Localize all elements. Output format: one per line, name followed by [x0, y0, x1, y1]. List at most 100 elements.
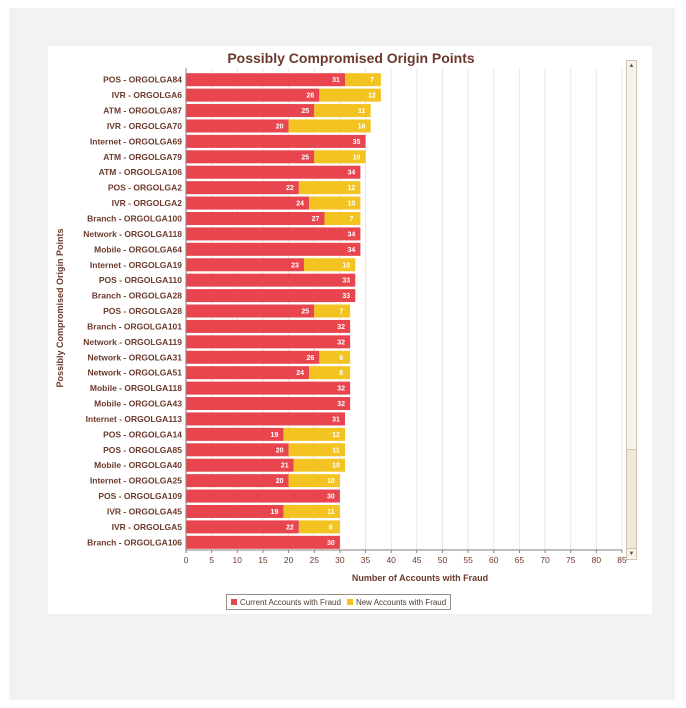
bar-new: [298, 520, 340, 534]
bar-current: [186, 489, 340, 503]
x-tick-label: 5: [209, 555, 214, 565]
category-label: Network - ORGOLGA119: [83, 337, 182, 347]
bar-value-new: 10: [348, 201, 356, 208]
bar-value-current: 22: [286, 185, 294, 192]
bar-current: [186, 504, 284, 518]
bar-value-current: 25: [301, 154, 309, 161]
x-tick-labels: 0 5 10 15 20 25 30 35 40 45 50 55 60 65 70 75 80 85: [184, 550, 627, 565]
x-axis-title: Number of Accounts with Fraud: [352, 573, 488, 583]
bar-current: [186, 366, 310, 380]
bar-value-current: 30: [327, 540, 335, 547]
bar-value-new: 10: [332, 463, 340, 470]
bar-value-current: 32: [337, 339, 345, 346]
bar-current: [186, 273, 356, 287]
category-label: Mobile - ORGOLGA118: [90, 383, 182, 393]
category-label: Network - ORGOLGA31: [88, 352, 183, 362]
legend-swatch-new: [346, 599, 353, 605]
bar-value-current: 25: [301, 309, 309, 316]
bar-current: [186, 227, 361, 241]
chart-scrollbar[interactable]: ▲ ▼: [626, 60, 637, 560]
bar-new: [283, 427, 346, 441]
bar-value-new: 7: [339, 309, 343, 316]
category-label: IVR - ORGOLGA70: [107, 121, 182, 131]
scroll-down-button[interactable]: ▼: [627, 548, 636, 559]
bar-value-new: 12: [332, 432, 340, 439]
category-label: Branch - ORGOLGA101: [87, 321, 182, 331]
chart-title: Possibly Compromised Origin Points: [227, 50, 475, 66]
x-tick-label: 25: [310, 555, 320, 565]
bar-new: [309, 196, 361, 210]
bar-current: [186, 427, 284, 441]
bar-value-current: 33: [342, 293, 350, 300]
bar-value-current: 24: [296, 370, 304, 377]
category-label: Branch - ORGOLGA28: [92, 291, 182, 301]
bar-value-current: 20: [276, 123, 284, 130]
category-label: Network - ORGOLGA51: [88, 368, 183, 378]
bar-value-current: 20: [276, 447, 284, 454]
bar-value-new: 6: [339, 355, 343, 362]
category-label: Internet - ORGOLGA113: [86, 414, 183, 424]
x-tick-label: 45: [412, 555, 422, 565]
x-tick-label: 10: [233, 555, 243, 565]
category-label: Branch - ORGOLGA106: [87, 537, 182, 547]
bar-value-new: 16: [358, 123, 366, 130]
legend-swatch-current: [231, 599, 237, 605]
category-label: POS - ORGOLGA14: [103, 429, 182, 439]
category-label: Internet - ORGOLGA19: [90, 260, 182, 270]
category-label: IVR - ORGOLGA5: [112, 522, 183, 532]
bar-value-new: 11: [327, 509, 335, 516]
legend-item-current: Current Accounts with Fraud: [231, 598, 341, 607]
bar-value-current: 31: [332, 416, 340, 423]
bar-value-current: 32: [337, 324, 345, 331]
bar-value-current: 35: [353, 139, 361, 146]
category-label: IVR - ORGOLGA6: [112, 90, 183, 100]
bar-value-new: 11: [358, 108, 366, 115]
bar-current: [186, 258, 304, 272]
x-tick-label: 50: [438, 555, 448, 565]
bar-current: [186, 397, 351, 411]
bar-new: [288, 119, 371, 133]
bar-current: [186, 319, 351, 333]
bars: 31 7 26 12 25 11 20 16 35 25 10 34 22 12 24 10 27 7 34 34 23…: [186, 73, 381, 549]
bar-value-current: 27: [312, 216, 320, 223]
bar-current: [186, 104, 315, 118]
bar-current: [186, 242, 361, 256]
bar-new: [314, 150, 366, 164]
x-tick-label: 40: [386, 555, 396, 565]
bar-value-new: 7: [349, 216, 353, 223]
bar-new: [314, 304, 351, 318]
x-tick-label: 30: [335, 555, 345, 565]
bar-current: [186, 150, 315, 164]
bar-value-current: 26: [306, 355, 314, 362]
scroll-thumb[interactable]: [627, 71, 636, 450]
category-label: ATM - ORGOLGA106: [99, 167, 183, 177]
bar-current: [186, 335, 351, 349]
category-label: IVR - ORGOLGA2: [112, 198, 183, 208]
bar-new: [345, 73, 381, 87]
bar-new: [293, 458, 346, 472]
bar-value-new: 8: [329, 524, 333, 531]
bar-value-new: 10: [342, 262, 350, 269]
x-tick-label: 55: [463, 555, 473, 565]
category-label: IVR - ORGOLGA45: [107, 506, 182, 516]
bar-value-current: 30: [327, 494, 335, 501]
bar-current: [186, 181, 299, 195]
bar-value-current: 26: [306, 93, 314, 100]
bar-value-current: 22: [286, 524, 294, 531]
category-label: Mobile - ORGOLGA64: [94, 244, 182, 254]
bar-new: [298, 181, 361, 195]
bar-value-new: 7: [370, 77, 374, 84]
bar-new: [319, 350, 351, 364]
bar-current: [186, 304, 315, 318]
bar-current: [186, 474, 289, 488]
up-arrow-icon: ▲: [628, 63, 635, 69]
chart-legend: Current Accounts with Fraud New Accounts…: [226, 594, 452, 610]
bar-new: [309, 366, 351, 380]
x-tick-label: 20: [284, 555, 294, 565]
bar-current: [186, 73, 346, 87]
category-label: Internet - ORGOLGA69: [90, 136, 182, 146]
x-tick-label: 75: [566, 555, 576, 565]
bar-value-new: 10: [327, 478, 335, 485]
bar-current: [186, 119, 289, 133]
